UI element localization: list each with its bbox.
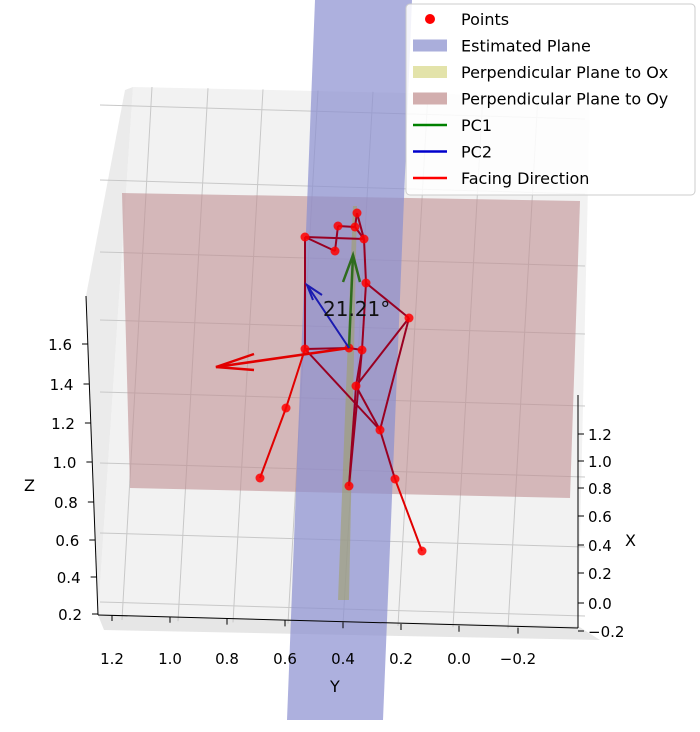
- skeleton-bone: [363, 238, 367, 284]
- data-point: [357, 345, 367, 355]
- pc1-arrowhead: [341, 250, 362, 283]
- skeleton-bone: [379, 317, 410, 431]
- z-tick-label: 1.2: [51, 415, 75, 433]
- legend-swatch: [413, 66, 447, 78]
- facing-direction-arrow: [215, 346, 350, 369]
- data-point: [333, 221, 343, 231]
- skeleton-bone: [348, 349, 363, 487]
- skeleton-bone: [379, 429, 396, 480]
- data-point: [359, 234, 369, 244]
- x-tick-label: 1.2: [588, 426, 612, 444]
- perp-plane-ox-surface: [338, 206, 357, 600]
- data-point: [330, 246, 340, 256]
- legend-swatch: [413, 92, 447, 105]
- data-point: [255, 473, 265, 483]
- z-tick-label: 1.4: [50, 376, 74, 394]
- legend-marker: [425, 14, 435, 24]
- data-point: [350, 222, 360, 232]
- z-tick-label: 1.0: [53, 454, 77, 472]
- pc2-arrow: [306, 284, 350, 349]
- side-pane: [86, 87, 133, 615]
- legend-box: [405, 3, 696, 196]
- y-axis-line: [97, 614, 579, 629]
- limb-line: [259, 407, 287, 479]
- data-point: [300, 232, 310, 242]
- y-tick-label: 0.2: [389, 650, 413, 668]
- y-tick-label: 1.2: [100, 650, 124, 668]
- pc1-arrow: [347, 254, 355, 349]
- z-tick-label: 0.8: [54, 494, 78, 512]
- y-tick-label: 1.0: [158, 650, 182, 668]
- data-point: [344, 481, 354, 491]
- pc2-arrowhead: [304, 282, 323, 301]
- x-tick-label: 0.0: [588, 595, 612, 613]
- data-point: [375, 425, 385, 435]
- data-point: [404, 313, 414, 323]
- legend: Points Estimated Plane Perpendicular Plane…: [405, 3, 696, 196]
- x-axis-ticks: −0.2 0.0 0.2 0.4 0.6 0.8 1.0 1.2: [578, 426, 624, 641]
- limb-line: [285, 348, 306, 409]
- y-axis-ticks: 1.2 1.0 0.8 0.6 0.4 0.2 0.0 −0.2: [100, 615, 536, 668]
- skeleton-bone: [361, 282, 367, 351]
- data-point: [351, 381, 361, 391]
- legend-label: Perpendicular Plane to Ox: [461, 63, 668, 82]
- legend-label: PC1: [461, 116, 492, 135]
- legend-label: Perpendicular Plane to Oy: [461, 90, 668, 109]
- data-points: [255, 208, 427, 556]
- skeleton-bone: [304, 236, 336, 252]
- z-tick-label: 1.6: [48, 336, 72, 354]
- limb-line: [394, 478, 423, 552]
- skeleton-bone: [355, 385, 381, 431]
- legend-label: PC2: [461, 143, 492, 162]
- legend-swatch: [413, 39, 447, 52]
- legend-label: Points: [461, 10, 509, 29]
- z-axis-title: Z: [24, 476, 35, 495]
- y-tick-label: 0.4: [331, 650, 355, 668]
- x-tick-label: 0.8: [588, 480, 612, 498]
- skeleton-bone: [365, 282, 410, 319]
- z-tick-label: 0.4: [57, 569, 81, 587]
- z-axis-ticks: 0.2 0.4 0.6 0.8 1.0 1.2 1.4 1.6: [48, 336, 98, 624]
- facing-direction-arrowhead: [215, 352, 255, 372]
- y-tick-label: −0.2: [500, 650, 536, 668]
- skeleton-bone: [355, 317, 410, 387]
- x-axis-title: X: [625, 531, 636, 550]
- data-point: [300, 344, 310, 354]
- z-axis-line: [85, 295, 99, 616]
- x-tick-label: 0.6: [588, 508, 612, 526]
- x-tick-label: 1.0: [588, 453, 612, 471]
- x-tick-label: −0.2: [588, 623, 624, 641]
- y-axis-title: Y: [329, 677, 340, 696]
- x-tick-label: 0.2: [588, 565, 612, 583]
- y-tick-label: 0.0: [447, 650, 471, 668]
- x-tick-label: 0.4: [588, 537, 612, 555]
- skeleton-bone: [304, 236, 365, 240]
- z-tick-label: 0.2: [58, 606, 82, 624]
- principal-vectors: [215, 250, 362, 372]
- data-point: [281, 403, 291, 413]
- perpendicular-plane-ox: [338, 206, 357, 600]
- angle-annotation: 21.21°: [323, 297, 390, 321]
- legend-label: Facing Direction: [461, 169, 589, 188]
- data-point: [361, 278, 371, 288]
- data-point: [352, 208, 362, 218]
- legend-label: Estimated Plane: [461, 37, 591, 56]
- skeleton-bone: [304, 348, 381, 431]
- y-tick-label: 0.8: [215, 650, 239, 668]
- data-point: [417, 546, 427, 556]
- y-tick-label: 0.6: [273, 650, 297, 668]
- data-point: [390, 474, 400, 484]
- skeleton-lines: [259, 212, 423, 552]
- z-tick-label: 0.6: [55, 532, 79, 550]
